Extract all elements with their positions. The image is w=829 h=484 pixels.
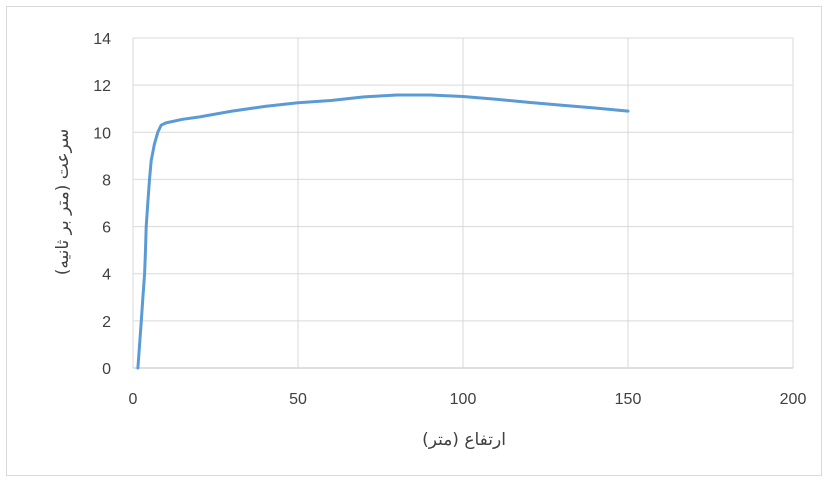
x-tick-labels: 0 50 100 150 200 [129, 391, 807, 408]
gridlines [132, 37, 794, 369]
y-tick-labels: 0 2 4 6 8 10 12 14 [93, 31, 111, 378]
y-tick-label: 10 [93, 125, 111, 142]
x-tick-label: 100 [450, 391, 477, 408]
series-layer [136, 93, 630, 370]
y-tick-label: 6 [102, 220, 111, 237]
x-axis-title: ارتفاع (متر) [422, 430, 506, 450]
y-axis-title: سرعت (متر بر ثانیه) [53, 129, 73, 276]
x-tick-label: 0 [129, 391, 138, 408]
x-tick-label: 50 [289, 391, 307, 408]
x-tick-label: 150 [615, 391, 642, 408]
y-tick-label: 14 [93, 31, 111, 48]
y-tick-label: 8 [102, 172, 111, 189]
y-tick-label: 4 [102, 267, 111, 284]
y-tick-label: 12 [93, 78, 111, 95]
series-line [136, 93, 630, 370]
x-tick-label: 200 [780, 391, 807, 408]
y-tick-label: 0 [102, 361, 111, 378]
chart-frame [6, 6, 822, 476]
y-tick-label: 2 [102, 314, 111, 331]
